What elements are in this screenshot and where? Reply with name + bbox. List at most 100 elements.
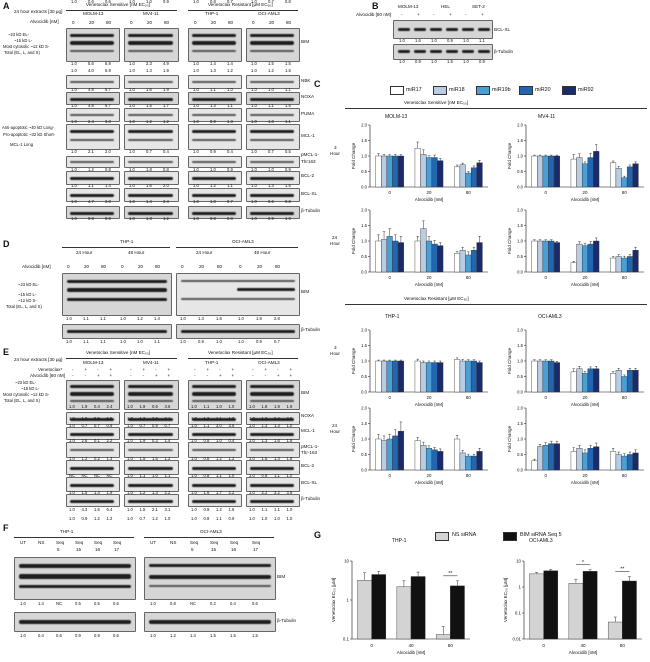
panel-e-protein-label: β-Tubulin: [301, 496, 321, 501]
panel-a-quant: 4.7: [88, 199, 94, 204]
panel-a-blot: [188, 171, 242, 185]
panel-e-quant: 1.0: [127, 516, 133, 521]
panel-e-quant: 1.0: [127, 438, 133, 443]
panel-e-quant: 0.8: [203, 438, 210, 443]
y-axis-label: Fold Change: [351, 142, 356, 169]
bar-BIM siRNA Seq 5: [543, 570, 559, 640]
panel-b-quant-top: 1.0: [399, 38, 405, 43]
panel-a-dose: 0: [194, 20, 197, 25]
panel-a-quant: 1.0: [71, 68, 77, 73]
panel-a-quant: 1.0: [193, 199, 199, 204]
panel-e-alvocidib-sign: -: [142, 373, 145, 378]
panel-f-quant-top: 0.5: [94, 601, 100, 606]
y-tick-label: 0.01: [512, 637, 521, 642]
panel-f-label: F: [3, 523, 9, 533]
panel-d-quant-bottom: 1.0: [66, 339, 72, 344]
panel-a-cell-molm13: MOLM-13: [83, 11, 104, 16]
panel-e-quant: 1.0: [216, 438, 222, 443]
panel-a-quant: 1.0: [251, 0, 257, 4]
ec50-chart: OCI-AML3 0.01 0.1 1 10 Venetoclax EC₅₀ [µM] Al…: [503, 538, 642, 655]
panel-e-blot: [124, 477, 179, 492]
panel-c-resistant-header: Venetoclax Resistant [µM EC₅₀]: [404, 296, 469, 301]
panel-e-sensitive-header: Venetoclax Sensitive [nM EC₅₀]: [86, 350, 151, 355]
panel-d-bim-blot-thp1: [62, 273, 172, 316]
panel-a-quant: 1.5: [146, 103, 152, 108]
panel-a-quant: 1.0: [193, 103, 199, 108]
panel-a-quant: 1.0: [71, 149, 77, 154]
panel-a-protein-label: pMCL-1-: [301, 152, 319, 157]
panel-a-quant: 1.0: [129, 183, 135, 188]
panel-a-quant: 1.0: [210, 167, 216, 172]
panel-d-dose: 80: [101, 264, 107, 269]
panel-d-dose: 80: [275, 264, 281, 269]
legend-label-miR19b: miR19b: [492, 87, 511, 93]
fold-change-chart: THP-1 0.0 0.5 1.0 1.5 2.0 Fold Change Alvocidib…: [351, 314, 488, 407]
panel-e-venetoclax-sign: -: [155, 367, 157, 372]
panel-e-blot: [246, 412, 300, 425]
panel-e-venetoclax-sign: -: [219, 367, 221, 372]
panel-a-quant: 1.2: [88, 167, 94, 172]
panel-a-quant: 0.5: [285, 149, 291, 154]
y-tick-label: 2.0: [361, 208, 367, 213]
panel-e-blot: [124, 427, 179, 440]
panel-e-quant: 0.4: [94, 404, 100, 409]
panel-e-quant: 2.6: [152, 416, 158, 421]
panel-a-dose: 20: [89, 20, 95, 25]
y-tick-label: 1.5: [517, 421, 523, 426]
panel-e-quant: 1.0: [228, 404, 235, 409]
panel-e-cell-molm13: MOLM-13: [83, 360, 104, 365]
y-tick-label: 0.0: [517, 390, 523, 395]
panel-e-venetoclax-sign: -: [277, 367, 279, 372]
panel-e-quant: NC: [106, 473, 113, 478]
panel-a-quant: 0.7: [227, 199, 233, 204]
panel-e-quant: 2.9: [286, 416, 293, 421]
x-tick-label: 40: [580, 643, 586, 648]
panel-f-quant-bottom: 1.5: [210, 633, 216, 638]
panel-e-alvocidib-sign: +: [167, 373, 171, 378]
panel-f-quant-bottom: 0.9: [75, 633, 81, 638]
y-tick-label: 1.0: [361, 239, 367, 244]
panel-a-quant: 1.3: [227, 119, 233, 124]
x-tick-label: 0: [388, 190, 391, 195]
panel-a-protein-label: PUMA: [301, 111, 315, 116]
panel-e-venetoclax-sign: -: [72, 367, 74, 372]
panel-e-quant: 1.1: [216, 516, 222, 521]
panel-f-lane-label: NS: [38, 540, 45, 545]
panel-f-quant-bottom: 1.5: [252, 633, 258, 638]
panel-a-quant: 1.0: [268, 167, 274, 172]
panel-a-quant: 5.7: [105, 103, 111, 108]
fold-change-chart: 0.0 0.5 1.0 1.5 2.0 Fold Change Alvocidib [nM]…: [351, 406, 488, 485]
panel-a-mcl-short: Pro-apoptotic ~32 kD Short-: [3, 132, 56, 137]
panel-b-quant-bottom: 0.9: [479, 59, 485, 64]
panel-e-quant: 1.0: [127, 423, 133, 428]
y-tick-label: 1: [347, 598, 350, 603]
legend-label-ns: NS siRNA: [452, 532, 477, 538]
panel-e-blot: [188, 412, 242, 425]
panel-e-quant: 1.0: [216, 404, 222, 409]
panel-a-quant: 1.4: [227, 61, 233, 66]
panel-a-protein-label: MCL-1: [301, 133, 315, 138]
panel-e-quant: 2.4: [274, 416, 280, 421]
panel-c-hour-word-d: Hour: [330, 429, 340, 434]
panel-a-quant: 1.0: [71, 0, 77, 4]
x-tick-label: 0: [388, 473, 391, 478]
panel-e-quant: 1.3: [261, 423, 268, 428]
panel-e-quant: 2.2: [261, 490, 268, 495]
panel-c-hour-24-a: 24: [332, 235, 338, 240]
panel-f-protein-tubulin: β-Tubulin: [277, 618, 297, 623]
y-tick-label: 0.5: [517, 374, 523, 379]
panel-e-quant: 1.2: [228, 456, 235, 461]
x-tick-label: 20: [427, 473, 432, 478]
panel-f-quant-bottom: 1.2: [170, 633, 176, 638]
x-tick-label: 40: [408, 643, 414, 648]
significance-marker: *: [582, 560, 584, 566]
chart-title: MV4-11: [538, 114, 555, 120]
panel-a-quant: 1.0: [71, 167, 77, 172]
y-tick-label: 0.0: [361, 390, 367, 395]
y-axis-label: Fold Change: [351, 425, 356, 452]
panel-a-blot: [124, 156, 179, 168]
panel-e-quant: 1.6: [228, 507, 235, 512]
panel-d-dose: 0: [67, 264, 70, 269]
panel-a-protein-label: BIM: [301, 39, 310, 44]
y-tick-label: 2.0: [361, 123, 367, 128]
